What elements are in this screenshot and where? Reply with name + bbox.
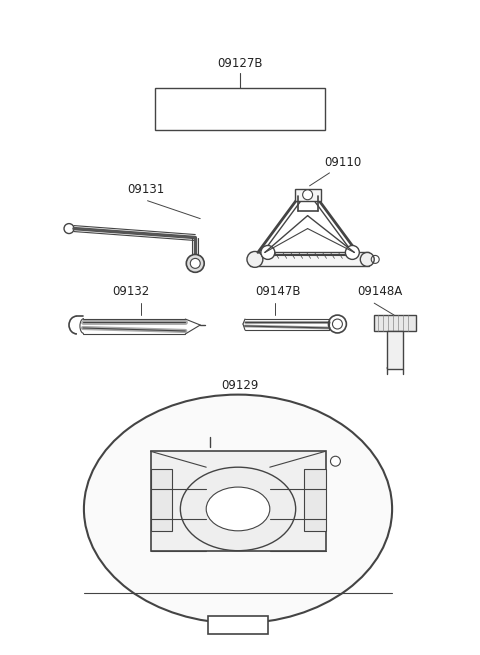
Bar	[304, 469, 325, 531]
Ellipse shape	[261, 246, 275, 259]
Ellipse shape	[247, 252, 263, 267]
Bar	[387, 331, 403, 369]
Text: 09110: 09110	[324, 156, 362, 169]
Ellipse shape	[84, 394, 392, 624]
Ellipse shape	[346, 246, 360, 259]
Ellipse shape	[333, 319, 342, 329]
Ellipse shape	[360, 252, 374, 267]
Ellipse shape	[186, 254, 204, 272]
Text: 09147B: 09147B	[255, 285, 300, 298]
Ellipse shape	[330, 457, 340, 466]
Bar	[151, 469, 172, 531]
Bar	[208, 616, 268, 634]
Ellipse shape	[190, 259, 200, 269]
Bar	[374, 315, 416, 331]
Ellipse shape	[302, 190, 312, 200]
Bar	[151, 451, 325, 551]
Bar	[250, 252, 369, 267]
Text: 09131: 09131	[128, 183, 165, 196]
Ellipse shape	[180, 467, 296, 551]
Bar	[295, 189, 321, 200]
Text: 09127B: 09127B	[217, 56, 263, 69]
Text: 09129: 09129	[221, 379, 259, 392]
Ellipse shape	[206, 487, 270, 531]
Text: 09132: 09132	[113, 285, 150, 298]
Text: 09148A: 09148A	[357, 285, 403, 298]
Bar	[156, 88, 324, 130]
